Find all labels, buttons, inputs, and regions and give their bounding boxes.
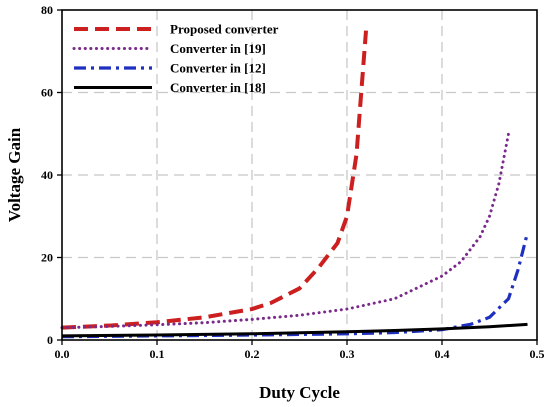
x-axis-title: Duty Cycle — [259, 383, 340, 402]
legend-label-converter-in-18: Converter in [18] — [170, 80, 266, 95]
x-tick-label: 0.4 — [435, 347, 450, 361]
series-layer — [60, 30, 530, 339]
y-tick-label: 80 — [41, 3, 53, 17]
x-tick-label: 0.5 — [530, 347, 545, 361]
legend: Proposed converter Converter in [19] Conve… — [72, 22, 279, 95]
x-tick-label: 0.1 — [150, 347, 165, 361]
axes — [57, 9, 538, 345]
series-line-proposed-converter — [61, 30, 368, 330]
y-tick-label: 60 — [41, 86, 53, 100]
x-tick-label: 0.0 — [55, 347, 70, 361]
y-tick-label: 0 — [47, 333, 53, 347]
x-tick-label: 0.3 — [340, 347, 355, 361]
series-line-converter-in-19 — [60, 132, 510, 330]
y-tick-labels: 0 20 40 60 80 — [41, 3, 53, 347]
y-tick-label: 40 — [41, 168, 53, 182]
legend-label-proposed-converter: Proposed converter — [170, 22, 279, 37]
x-tick-label: 0.2 — [245, 347, 260, 361]
grid — [62, 10, 537, 340]
y-axis-title: Voltage Gain — [5, 127, 24, 222]
x-tick-labels: 0.0 0.1 0.2 0.3 0.4 0.5 — [55, 347, 545, 361]
legend-label-converter-in-12: Converter in [12] — [170, 61, 266, 76]
legend-label-converter-in-19: Converter in [19] — [170, 41, 266, 56]
y-tick-label: 20 — [41, 251, 53, 265]
series-line-converter-in-18 — [61, 322, 528, 338]
